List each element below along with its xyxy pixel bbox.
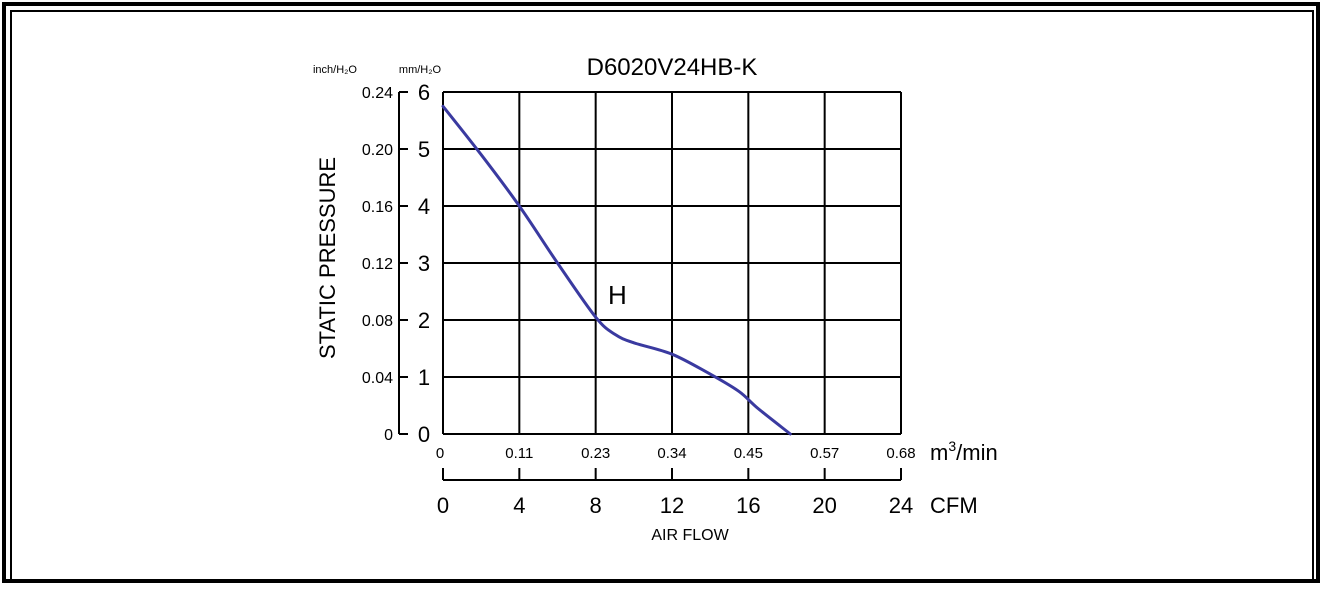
m3min-tick-label: 0.57 <box>810 445 839 462</box>
top-x-unit: m3/min <box>930 438 998 465</box>
bottom-x-axis: 0 4 8 12 16 20 24 <box>437 468 913 518</box>
mm-tick-label: 4 <box>418 194 430 219</box>
left-tick-label: 0.24 <box>362 85 393 102</box>
mm-tick-label: 3 <box>418 251 430 276</box>
cfm-tick-label: 20 <box>812 493 836 518</box>
chart-title: D6020V24HB-K <box>587 54 758 81</box>
series-label-H: H <box>608 280 627 310</box>
cfm-tick-label: 4 <box>513 493 525 518</box>
mm-tick-label: 1 <box>418 365 430 390</box>
inner-frame <box>10 10 1314 583</box>
x-axis-label: AIR FLOW <box>651 527 729 544</box>
cfm-tick-label: 12 <box>660 493 684 518</box>
cfm-tick-label: 0 <box>437 493 449 518</box>
mm-tick-label: 2 <box>418 308 430 333</box>
m3min-tick-label: 0.34 <box>657 445 686 462</box>
left-tick-label: 0.20 <box>362 142 393 159</box>
m3min-tick-label: 0.11 <box>505 445 533 462</box>
series-line-H <box>441 104 792 436</box>
bottom-x-unit: CFM <box>930 493 978 518</box>
cfm-tick-label: 16 <box>736 493 760 518</box>
right-axis-ticks: 0 1 2 3 4 5 6 <box>418 80 430 447</box>
left-tick-label: 0 <box>384 427 393 444</box>
m3min-tick-label: 0.23 <box>581 445 610 462</box>
left-tick-label: 0.08 <box>362 313 393 330</box>
left-unit-label: inch/H₂O <box>313 64 357 76</box>
m3min-tick-label: 0.68 <box>886 445 915 462</box>
cfm-tick-label: 24 <box>889 493 913 518</box>
left-tick-label: 0.16 <box>362 199 393 216</box>
m3min-tick-label: 0 <box>436 445 444 462</box>
mm-tick-label: 5 <box>418 137 430 162</box>
top-x-axis: 0 0.11 0.23 0.34 0.45 0.57 0.68 <box>436 445 916 462</box>
left-axis: 0 0.04 0.08 0.12 0.16 0.20 0.24 <box>362 85 408 444</box>
grid <box>442 91 902 435</box>
m3min-tick-label: 0.45 <box>734 445 763 462</box>
right-unit-label: mm/H₂O <box>399 64 442 76</box>
y-axis-label: STATIC PRESSURE <box>315 157 340 359</box>
cfm-tick-label: 8 <box>590 493 602 518</box>
left-tick-label: 0.12 <box>362 256 393 273</box>
left-tick-label: 0.04 <box>362 370 393 387</box>
mm-tick-label: 0 <box>418 422 430 447</box>
mm-tick-label: 6 <box>418 80 430 105</box>
